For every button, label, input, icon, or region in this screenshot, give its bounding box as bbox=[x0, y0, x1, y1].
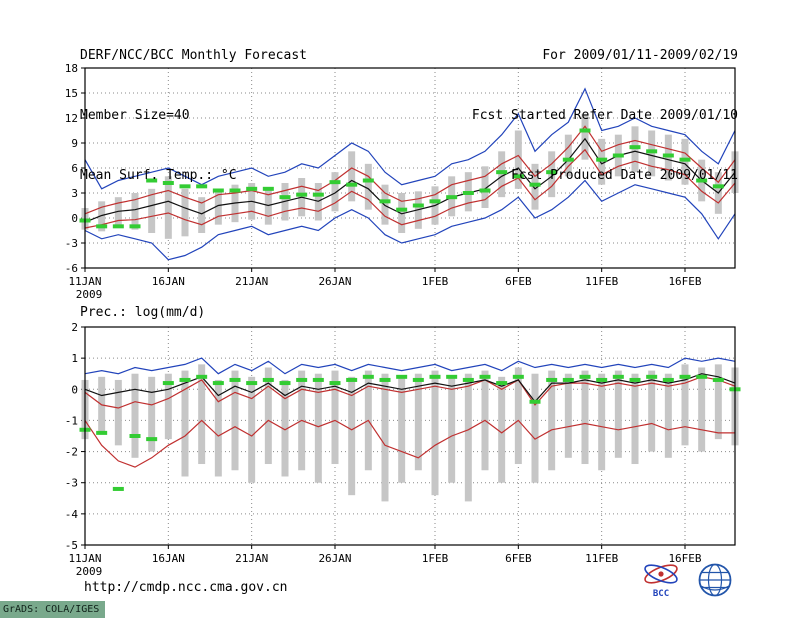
header-right: For 2009/01/11-2009/02/19 Fcst Started R… bbox=[472, 6, 738, 226]
lower-spread-line bbox=[84, 148, 736, 229]
x-tick-label: 16FEB bbox=[668, 275, 701, 288]
chart-title: DERF/NCC/BCC Monthly Forecast bbox=[80, 48, 307, 63]
y-tick-label: 2 bbox=[71, 321, 78, 334]
x-tick-label: 21JAN bbox=[235, 552, 268, 565]
y-tick-label: -6 bbox=[65, 262, 78, 275]
y-tick-label: 6 bbox=[71, 162, 78, 175]
refer-date-label: Fcst Started Refer Date 2009/01/10 bbox=[471, 108, 738, 123]
y-tick-label: 15 bbox=[65, 87, 78, 100]
ensemble-max-line bbox=[84, 87, 736, 190]
y-tick-label: -3 bbox=[65, 477, 78, 490]
ensemble-min-line bbox=[84, 179, 736, 261]
x-tick-label: 1FEB bbox=[422, 552, 449, 565]
ensemble-max-line bbox=[84, 357, 736, 375]
y-tick-label: 0 bbox=[71, 212, 78, 225]
x-tick-label: 11JAN bbox=[68, 275, 101, 288]
header-left: DERF/NCC/BCC Monthly Forecast Member Siz… bbox=[80, 6, 307, 226]
ncc-logo-icon bbox=[698, 563, 732, 597]
x-tick-label: 16FEB bbox=[668, 552, 701, 565]
x-tick-label: 6FEB bbox=[505, 275, 532, 288]
x-tick-label: 6FEB bbox=[505, 552, 532, 565]
source-url-text: http://cmdp.ncc.cma.gov.cn bbox=[84, 580, 288, 595]
ensemble-mean-line bbox=[84, 373, 736, 403]
x-year-label: 2009 bbox=[76, 565, 103, 578]
precip-panel-label: Prec.: log(mm/d) bbox=[80, 305, 206, 320]
x-tick-label: 26JAN bbox=[318, 275, 351, 288]
y-tick-label: 0 bbox=[71, 383, 78, 396]
x-year-label: 2009 bbox=[76, 288, 103, 301]
x-tick-label: 1FEB bbox=[422, 275, 449, 288]
y-tick-label: -4 bbox=[65, 508, 79, 521]
agency-logos: BCC bbox=[638, 560, 736, 602]
upper-spread-line bbox=[84, 125, 736, 215]
y-tick-label: 3 bbox=[71, 187, 78, 200]
temp-panel-label: Mean Surf. Temp.: °C bbox=[80, 168, 237, 183]
y-tick-label: 18 bbox=[65, 62, 78, 75]
x-tick-label: 21JAN bbox=[235, 275, 268, 288]
y-tick-label: 1 bbox=[71, 352, 78, 365]
y-tick-label: -1 bbox=[65, 414, 78, 427]
x-tick-label: 16JAN bbox=[152, 552, 185, 565]
observation-dashes bbox=[79, 128, 724, 229]
upper-spread-line bbox=[84, 376, 736, 409]
produced-date-label: Fcst Produced Date 2009/01/11 bbox=[511, 168, 738, 183]
x-tick-label: 11FEB bbox=[585, 552, 618, 565]
bcc-logo-label: BCC bbox=[653, 589, 669, 599]
y-tick-label: 12 bbox=[65, 112, 78, 125]
y-tick-label: 9 bbox=[71, 137, 78, 150]
x-tick-label: 11FEB bbox=[585, 275, 618, 288]
y-tick-label: -3 bbox=[65, 237, 78, 250]
y-tick-label: -5 bbox=[65, 539, 78, 552]
x-tick-label: 11JAN bbox=[68, 552, 101, 565]
lower-spread-line bbox=[84, 419, 735, 468]
x-tick-label: 26JAN bbox=[318, 552, 351, 565]
ensemble-mean-line bbox=[84, 137, 736, 223]
bcc-logo-icon: BCC bbox=[644, 564, 678, 599]
member-size-label: Member Size=40 bbox=[80, 108, 190, 123]
grads-credit: GrADS: COLA/IGES bbox=[0, 601, 106, 618]
y-tick-label: -2 bbox=[65, 446, 78, 459]
x-tick-label: 16JAN bbox=[152, 275, 185, 288]
forecast-range-label: For 2009/01/11-2009/02/19 bbox=[542, 48, 738, 63]
